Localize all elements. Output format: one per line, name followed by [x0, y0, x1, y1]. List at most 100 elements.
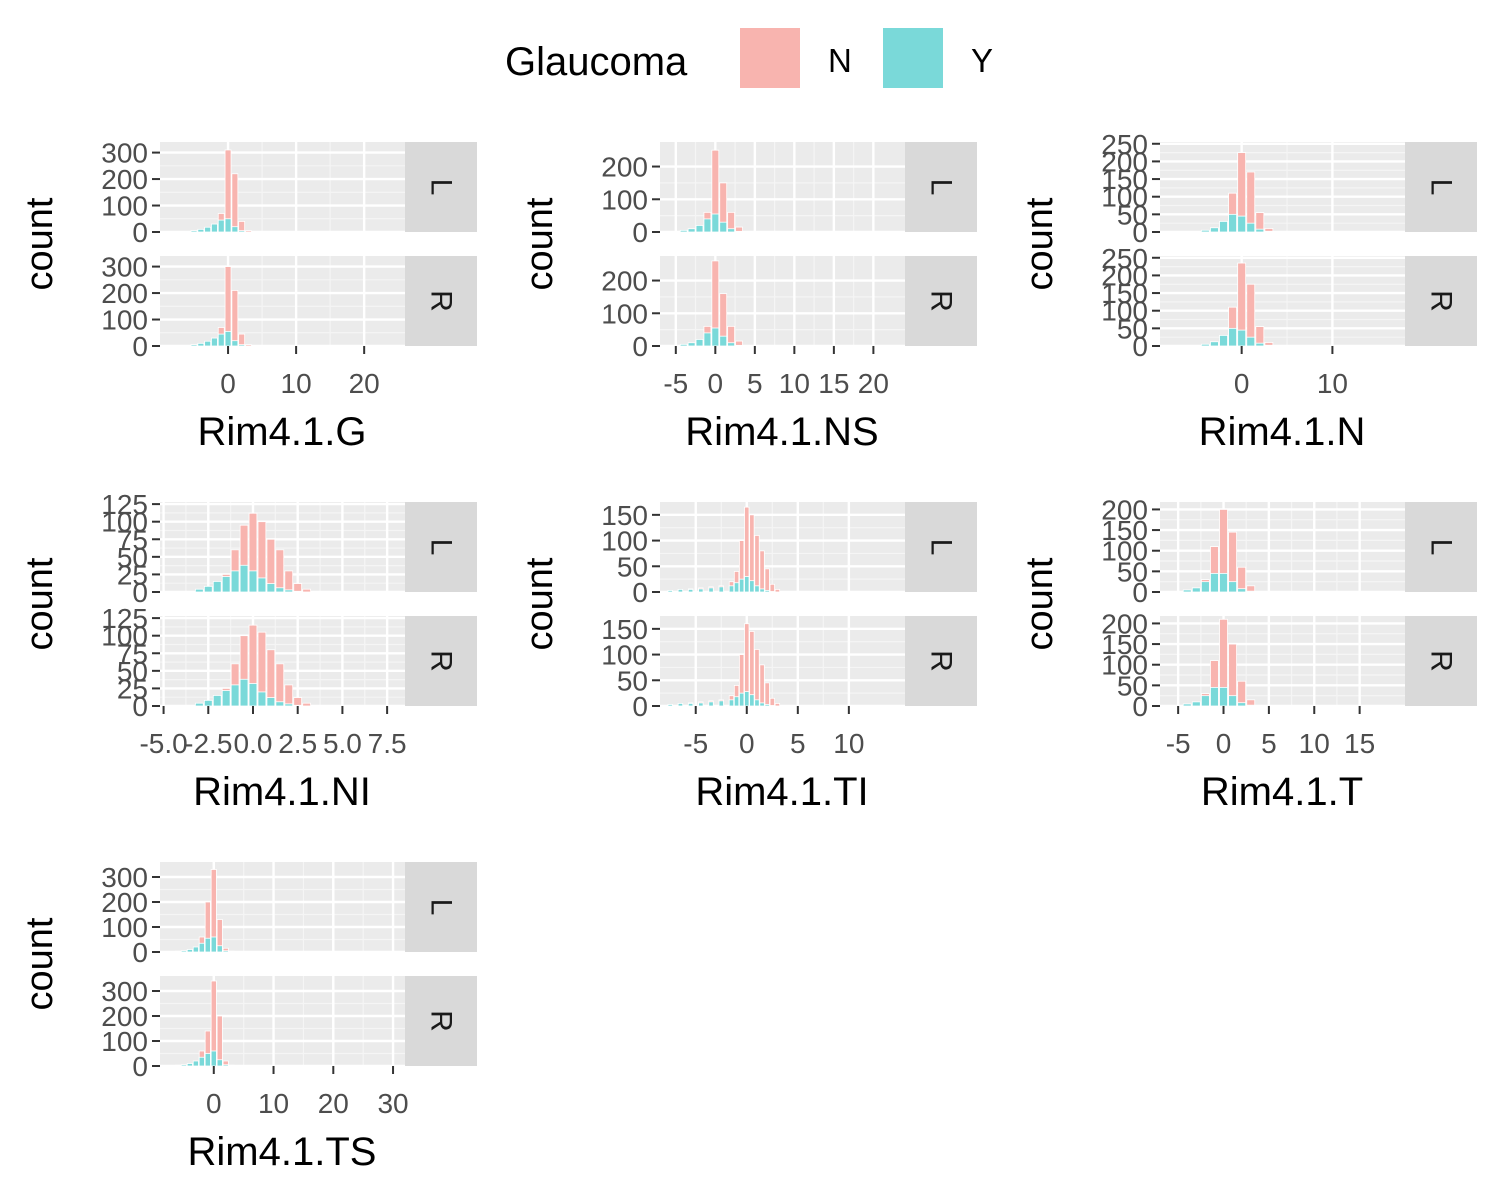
bar [769, 591, 775, 593]
bar [687, 228, 696, 233]
bar [698, 702, 704, 707]
bar [284, 684, 294, 707]
x-tick-label: 0 [739, 728, 755, 759]
y-tick-label: 150 [1101, 629, 1148, 660]
panel-background [1160, 142, 1405, 232]
bar [727, 228, 736, 233]
strip-background [405, 142, 477, 232]
x-axis-title: Rim4.1.NI [193, 770, 371, 814]
panel-background [660, 256, 905, 346]
x-tick-label: 20 [318, 1088, 349, 1119]
bar [728, 699, 735, 707]
bar [195, 588, 204, 593]
bar [211, 337, 218, 347]
y-tick-label: 50 [1117, 556, 1148, 587]
legend-label-n: N [828, 42, 852, 79]
bar [238, 333, 246, 347]
bar [687, 703, 694, 707]
bar [197, 228, 205, 233]
bar [1237, 680, 1247, 707]
bar [735, 230, 743, 233]
bar [1200, 343, 1210, 347]
bar [266, 697, 276, 707]
bar [1246, 590, 1256, 593]
bar [197, 342, 205, 347]
bar [1210, 341, 1219, 347]
bar [190, 230, 198, 233]
bar [774, 703, 781, 707]
y-tick-label: 25 [117, 673, 148, 704]
bar [195, 702, 204, 707]
y-tick-label: 0 [132, 577, 148, 608]
bar [1210, 227, 1219, 233]
bar [1191, 701, 1201, 707]
bar [180, 1064, 187, 1067]
bar [1210, 573, 1219, 593]
panel-background [660, 616, 905, 706]
bar [764, 704, 770, 707]
bar [1200, 695, 1210, 707]
y-tick-label: 250 [1101, 243, 1148, 274]
y-tick-label: 100 [101, 191, 148, 222]
y-tick-label: 0 [132, 217, 148, 248]
y-tick-label: 0 [632, 691, 648, 722]
bar [186, 949, 193, 953]
strip-label: R [925, 650, 958, 672]
y-tick-label: 0 [632, 331, 648, 362]
bar [230, 684, 240, 707]
legend-label-y: Y [971, 42, 993, 79]
y-tick-label: 0 [132, 691, 148, 722]
y-tick-label: 100 [601, 526, 648, 557]
bar [217, 333, 225, 347]
x-axis-title: Rim4.1.NS [685, 410, 878, 454]
panel-background [660, 502, 905, 592]
bar [210, 936, 217, 953]
bar [230, 570, 240, 593]
x-tick-label: 5 [790, 728, 806, 759]
bar [1246, 222, 1256, 233]
bar [204, 226, 212, 233]
bar [1246, 336, 1256, 347]
y-tick-label: 0 [1132, 691, 1148, 722]
bar [1237, 588, 1247, 593]
strip-background [405, 976, 477, 1066]
y-tick-label: 300 [101, 252, 148, 283]
strip-label: L [925, 179, 958, 196]
y-tick-label: 200 [601, 152, 648, 183]
y-tick-label: 50 [117, 542, 148, 573]
bar [744, 576, 750, 593]
bar [711, 213, 720, 233]
bar [216, 1059, 223, 1067]
bar [231, 340, 239, 347]
y-tick-label: 0 [132, 331, 148, 362]
bar [1228, 327, 1237, 347]
bar [719, 221, 728, 233]
y-tick-label: 200 [1101, 608, 1148, 639]
bar [183, 231, 191, 233]
bar [217, 219, 225, 233]
y-tick-label: 0 [632, 577, 648, 608]
bar [718, 586, 724, 593]
y-tick-label: 100 [1101, 182, 1148, 213]
bar [698, 588, 704, 593]
bar [275, 587, 285, 593]
strip-background [1405, 142, 1477, 232]
bar [769, 583, 775, 593]
y-tick-label: 100 [1101, 650, 1148, 681]
bar [739, 692, 745, 707]
x-tick-label: 10 [1317, 368, 1348, 399]
x-tick-label: 15 [1344, 728, 1375, 759]
bar [727, 342, 736, 347]
y-tick-label: 100 [101, 1026, 148, 1057]
y-tick-label: 200 [1101, 146, 1148, 177]
y-axis-title: count [19, 557, 61, 650]
bar [1219, 335, 1228, 347]
x-tick-label: -5 [683, 728, 708, 759]
y-tick-label: 0 [132, 937, 148, 968]
x-tick-label: -5.0 [139, 728, 187, 759]
bar [221, 576, 231, 593]
